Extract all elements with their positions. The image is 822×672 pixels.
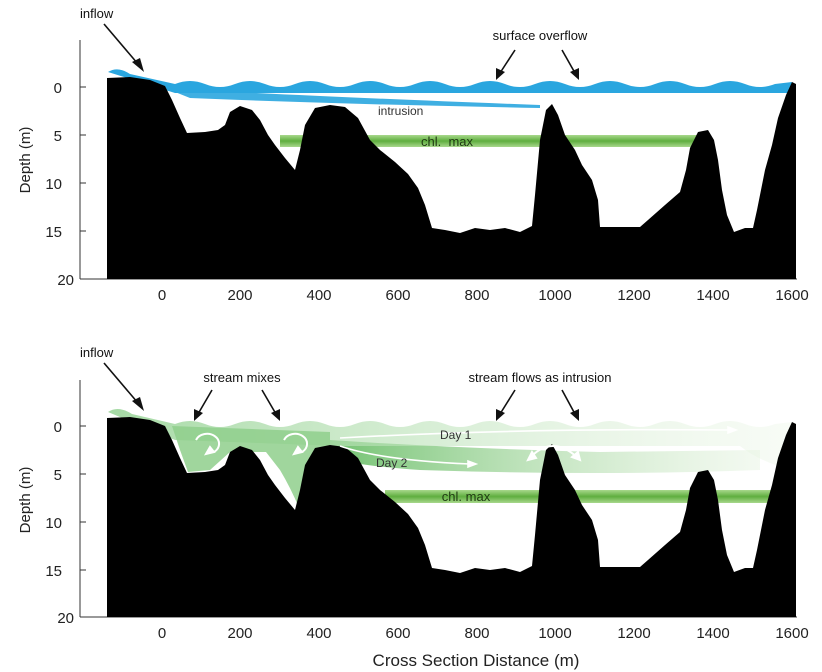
top-xtick-0: 0 — [158, 287, 166, 304]
top-inflow-arrowhead — [132, 58, 144, 72]
bottom-xtick-1200: 1200 — [617, 625, 650, 642]
day1-label: Day 1 — [440, 428, 472, 442]
bottom-ytick-0: 0 — [54, 419, 62, 436]
top-chl-max-band — [280, 135, 700, 147]
top-overflow-arrowhead-left — [496, 68, 505, 80]
top-inflow-label: inflow — [80, 6, 114, 21]
top-xtick-1200: 1200 — [617, 287, 650, 304]
top-surface-overflow-label: surface overflow — [493, 28, 588, 43]
bottom-xtick-1600: 1600 — [775, 625, 808, 642]
top-xtick-1600: 1600 — [775, 287, 808, 304]
top-intrusion-label: intrusion — [378, 104, 423, 118]
bottom-ytick-5: 5 — [54, 467, 62, 484]
top-chl-max-label: chl. max — [421, 134, 474, 149]
bottom-chl-max-label: chl. max — [442, 489, 491, 504]
top-terrain — [107, 77, 796, 279]
top-overflow-arrowhead-right — [570, 68, 579, 80]
stream-flows-arrowhead-left — [496, 409, 505, 421]
eddy-right-icon — [283, 432, 309, 456]
top-y-ticks — [80, 86, 86, 232]
top-ytick-0: 0 — [54, 80, 62, 97]
top-xtick-600: 600 — [385, 287, 410, 304]
bottom-ytick-15: 15 — [45, 563, 62, 580]
bottom-xtick-800: 800 — [464, 625, 489, 642]
bottom-xtick-600: 600 — [385, 625, 410, 642]
eddy-left-icon — [195, 432, 221, 456]
eddy-large-icon — [526, 445, 582, 462]
top-y-axis-label: Depth (m) — [17, 127, 34, 194]
top-xtick-1000: 1000 — [538, 287, 571, 304]
bottom-xtick-1400: 1400 — [696, 625, 729, 642]
day2-label: Day 2 — [376, 456, 408, 470]
stream-mixes-arrow-left — [197, 389, 213, 415]
bottom-inflow-arrow — [103, 362, 139, 404]
top-ytick-10: 10 — [45, 176, 62, 193]
top-surface-overflow-layer — [108, 69, 792, 93]
stream-flows-arrow-right — [561, 389, 576, 415]
bottom-inflow-arrowhead — [132, 397, 144, 411]
stream-mixes-arrowhead-left — [194, 409, 203, 421]
top-xtick-1400: 1400 — [696, 287, 729, 304]
top-overflow-arrow-left — [499, 49, 516, 74]
bottom-panel: 0 5 10 15 20 0 200 400 600 800 1000 1200… — [17, 345, 809, 670]
day2-flow-arrow — [339, 445, 479, 469]
bottom-xtick-1000: 1000 — [538, 625, 571, 642]
top-xtick-400: 400 — [306, 287, 331, 304]
day1-surface-layer — [108, 408, 792, 470]
stream-flows-arrow-left — [499, 389, 516, 415]
bottom-ytick-20: 20 — [57, 610, 74, 627]
day1-flow-arrow — [339, 425, 739, 439]
top-inflow-arrow — [103, 23, 139, 65]
stream-mixes-arrow-right — [261, 389, 277, 415]
bottom-xtick-200: 200 — [227, 625, 252, 642]
stream-mixes-label: stream mixes — [203, 370, 281, 385]
bottom-y-ticks — [80, 425, 86, 571]
stream-flows-arrowhead-right — [570, 409, 579, 421]
bottom-inflow-label: inflow — [80, 345, 114, 360]
stream-mixes-arrowhead-right — [271, 409, 280, 421]
bottom-xtick-0: 0 — [158, 625, 166, 642]
stream-flows-label: stream flows as intrusion — [468, 370, 611, 385]
top-xtick-200: 200 — [227, 287, 252, 304]
top-ytick-15: 15 — [45, 224, 62, 241]
x-axis-label: Cross Section Distance (m) — [373, 651, 580, 670]
bottom-y-axis-label: Depth (m) — [17, 467, 34, 534]
top-intrusion-wedge — [165, 88, 540, 108]
top-xtick-800: 800 — [464, 287, 489, 304]
bottom-ytick-10: 10 — [45, 515, 62, 532]
top-overflow-arrow-right — [561, 49, 576, 74]
bottom-xtick-400: 400 — [306, 625, 331, 642]
top-panel: 0 5 10 15 20 0 200 400 600 800 1000 1200… — [17, 6, 809, 304]
bottom-terrain — [107, 417, 796, 617]
top-ytick-5: 5 — [54, 128, 62, 145]
top-ytick-20: 20 — [57, 272, 74, 289]
